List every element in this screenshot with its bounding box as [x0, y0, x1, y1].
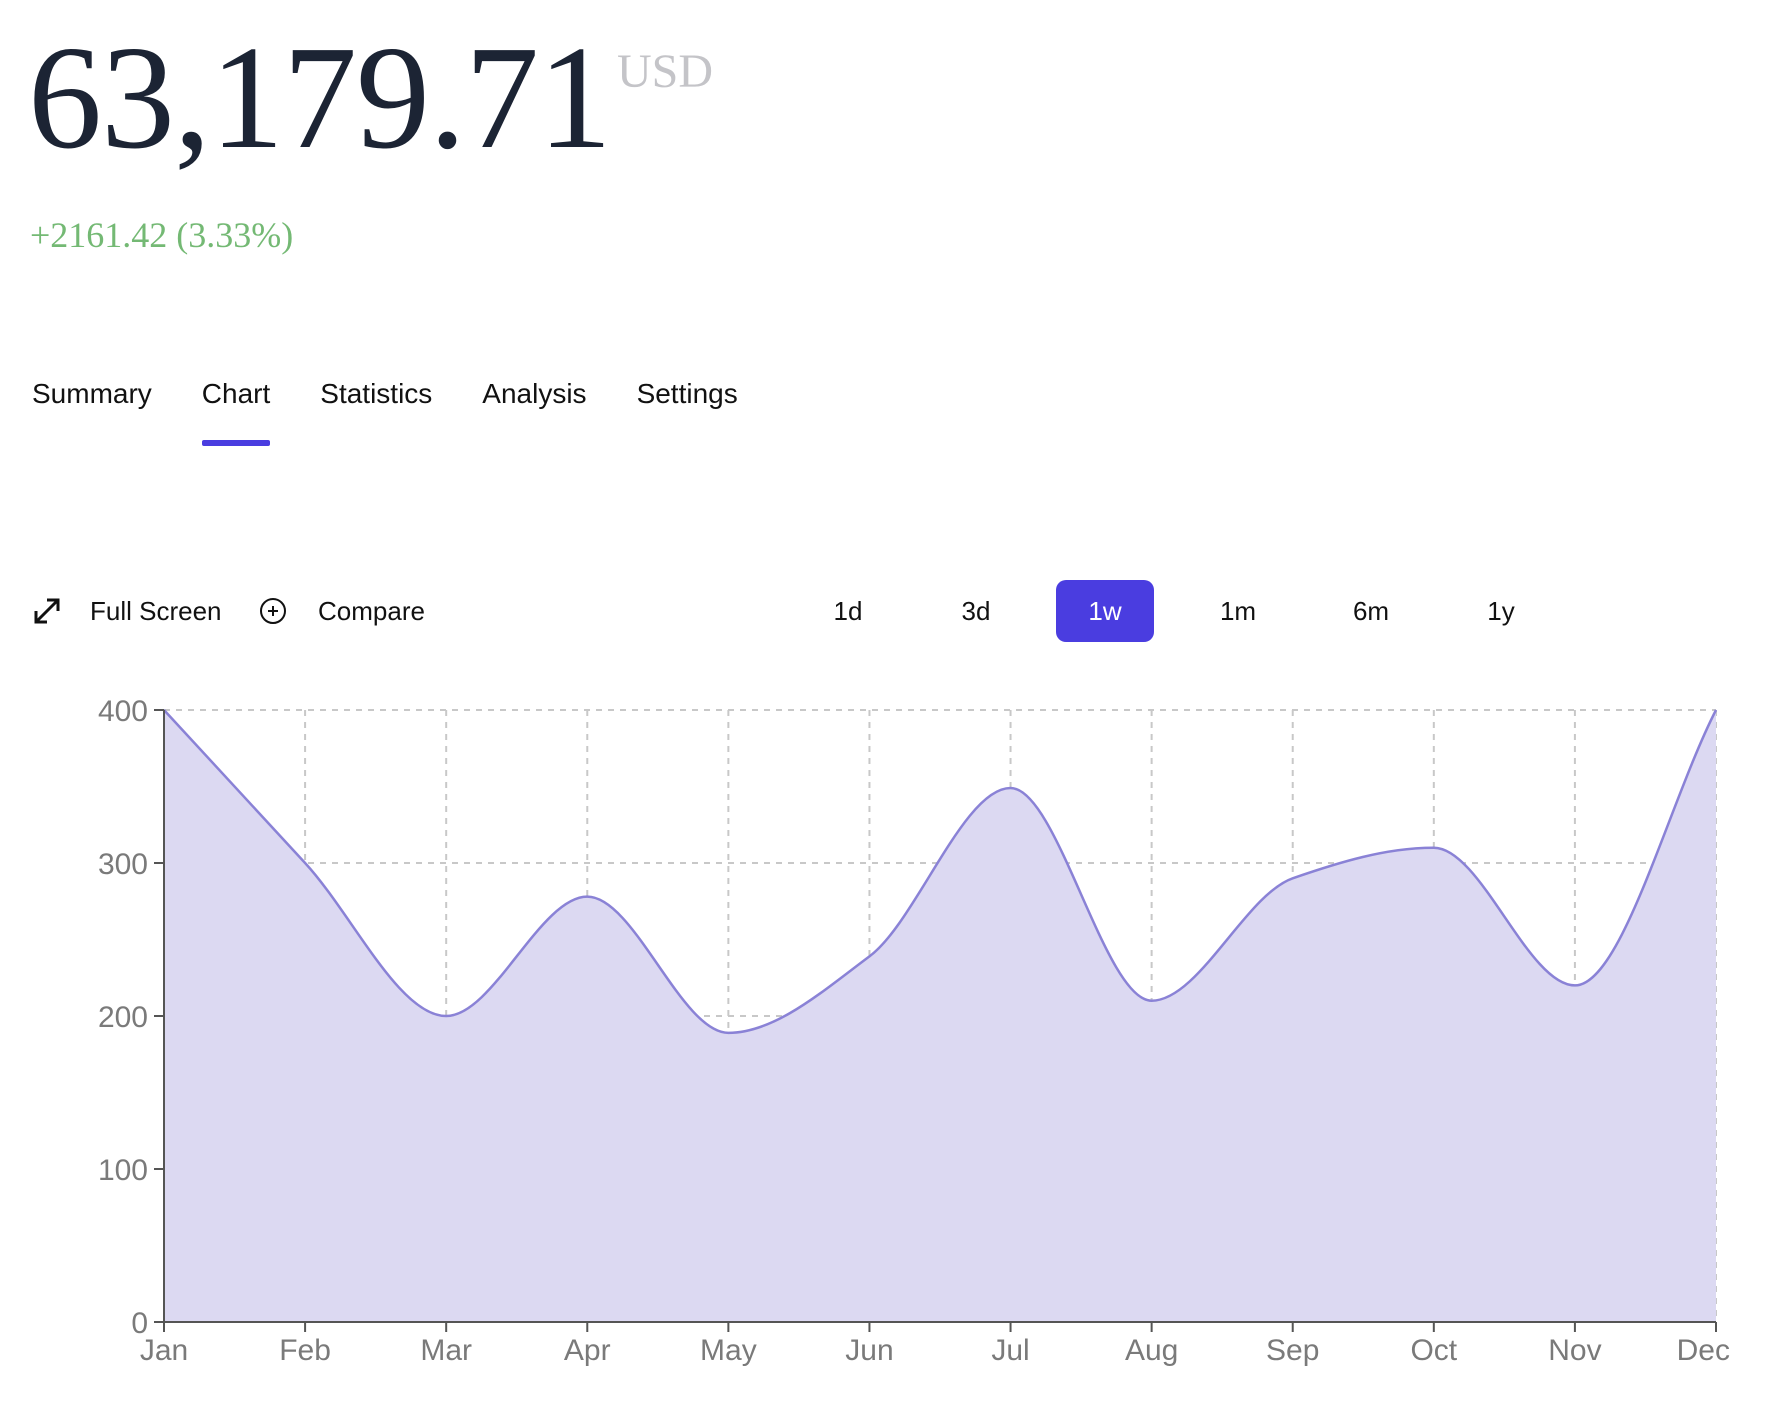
range-6m-button[interactable]: 6m: [1352, 595, 1390, 626]
data-point-jul: [1010, 787, 1012, 789]
range-3d-button[interactable]: 3d: [961, 595, 991, 626]
tab-bar: Summary Chart Statistics Analysis Settin…: [32, 378, 788, 446]
x-tick-label: Feb: [279, 1334, 331, 1367]
price-value: 63,179.71: [28, 16, 612, 180]
y-tick-label: 300: [98, 848, 148, 881]
x-tick-label: May: [700, 1334, 757, 1367]
range-1d-button[interactable]: 1d: [833, 595, 863, 626]
plus-circle-icon: [258, 596, 288, 626]
data-point-nov: [1574, 984, 1576, 986]
tab-chart[interactable]: Chart: [201, 378, 271, 446]
compare-label: Compare: [318, 595, 425, 626]
data-point-sep: [1292, 877, 1294, 879]
range-1m-button[interactable]: 1m: [1219, 595, 1257, 626]
series-line: [163, 709, 1718, 1035]
fullscreen-button[interactable]: Full Screen: [32, 580, 222, 642]
data-point-jun: [868, 955, 870, 957]
compare-button[interactable]: Compare: [258, 580, 425, 642]
range-1w-button[interactable]: 1w: [1056, 580, 1154, 642]
currency-label: USD: [617, 45, 714, 98]
x-tick-label: Jul: [991, 1334, 1029, 1367]
x-tick-label: Jun: [845, 1334, 893, 1367]
data-point-mar: [445, 1015, 447, 1017]
price-header: 63,179.71 USD: [28, 24, 713, 172]
area-fill: [164, 710, 1716, 1322]
y-tick-label: 0: [131, 1307, 148, 1340]
fullscreen-label: Full Screen: [90, 595, 222, 626]
x-tick-label: Sep: [1266, 1334, 1319, 1367]
data-point-oct: [1433, 847, 1435, 849]
expand-arrows-icon: [32, 596, 62, 626]
x-tick-label: Dec: [1677, 1334, 1730, 1367]
tab-settings[interactable]: Settings: [636, 378, 738, 409]
x-tick-label: Aug: [1125, 1334, 1178, 1367]
y-tick-label: 200: [98, 1001, 148, 1034]
data-point-may: [727, 1032, 729, 1034]
x-tick-label: Nov: [1548, 1334, 1601, 1367]
y-tick-label: 100: [98, 1154, 148, 1187]
y-tick-label: 400: [98, 695, 148, 728]
x-tick-label: Mar: [420, 1334, 472, 1367]
data-point-apr: [586, 896, 588, 898]
tab-analysis[interactable]: Analysis: [482, 378, 587, 409]
range-1y-button[interactable]: 1y: [1487, 595, 1515, 626]
price-change: +2161.42 (3.33%): [30, 215, 294, 255]
area-chart: 0 100 200 300 400 Jan Feb Mar Apr May Jun Jul Aug Sep…: [98, 695, 1730, 1367]
x-tick-label: Oct: [1410, 1334, 1457, 1367]
chart-toolbar: Full Screen Compare 1d 3d 1w 1m 6m 1y: [32, 580, 1532, 642]
x-tick-label: Jan: [140, 1334, 188, 1367]
tab-summary[interactable]: Summary: [32, 378, 152, 409]
data-point-aug: [1151, 1000, 1153, 1002]
tab-statistics[interactable]: Statistics: [320, 378, 433, 409]
data-point-feb: [304, 862, 306, 864]
x-tick-label: Apr: [564, 1334, 611, 1367]
data-point-dec: [1715, 709, 1717, 711]
